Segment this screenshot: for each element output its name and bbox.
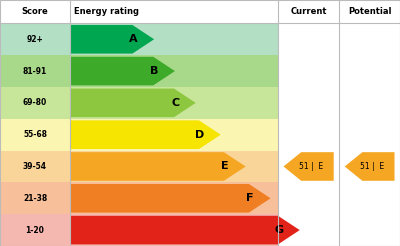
- Polygon shape: [70, 57, 175, 85]
- Bar: [0, 151, 70, 182]
- Text: F: F: [246, 193, 254, 203]
- Text: 92+: 92+: [27, 35, 43, 44]
- Text: 1-20: 1-20: [26, 226, 44, 235]
- Text: C: C: [171, 98, 179, 108]
- Polygon shape: [70, 25, 154, 54]
- Text: 21-38: 21-38: [23, 194, 47, 203]
- Text: E: E: [221, 161, 229, 171]
- Text: Score: Score: [22, 7, 48, 16]
- Bar: [70, 182, 278, 214]
- Bar: [70, 214, 278, 246]
- Polygon shape: [70, 89, 196, 117]
- Bar: [0, 182, 70, 214]
- Bar: [70, 55, 278, 87]
- Text: 51 |  E: 51 | E: [360, 162, 384, 171]
- Polygon shape: [345, 152, 394, 181]
- Text: G: G: [274, 225, 284, 235]
- Text: Potential: Potential: [348, 7, 391, 16]
- Polygon shape: [284, 152, 334, 181]
- Bar: [0, 55, 70, 87]
- Text: Current: Current: [290, 7, 327, 16]
- Bar: [70, 119, 278, 151]
- Text: 55-68: 55-68: [23, 130, 47, 139]
- Polygon shape: [70, 184, 271, 213]
- Bar: [70, 87, 278, 119]
- Polygon shape: [70, 152, 246, 181]
- Text: A: A: [129, 34, 138, 44]
- Bar: [0, 119, 70, 151]
- Bar: [70, 151, 278, 182]
- Text: 39-54: 39-54: [23, 162, 47, 171]
- Polygon shape: [70, 216, 300, 245]
- Text: D: D: [196, 130, 205, 140]
- Text: B: B: [150, 66, 158, 76]
- Bar: [0, 23, 70, 55]
- Text: 51 |  E: 51 | E: [299, 162, 323, 171]
- Text: 69-80: 69-80: [23, 98, 47, 108]
- Text: Energy rating: Energy rating: [74, 7, 139, 16]
- Bar: [0, 214, 70, 246]
- Bar: [0, 87, 70, 119]
- Bar: [70, 23, 278, 55]
- Text: 81-91: 81-91: [23, 67, 47, 76]
- Polygon shape: [70, 120, 221, 149]
